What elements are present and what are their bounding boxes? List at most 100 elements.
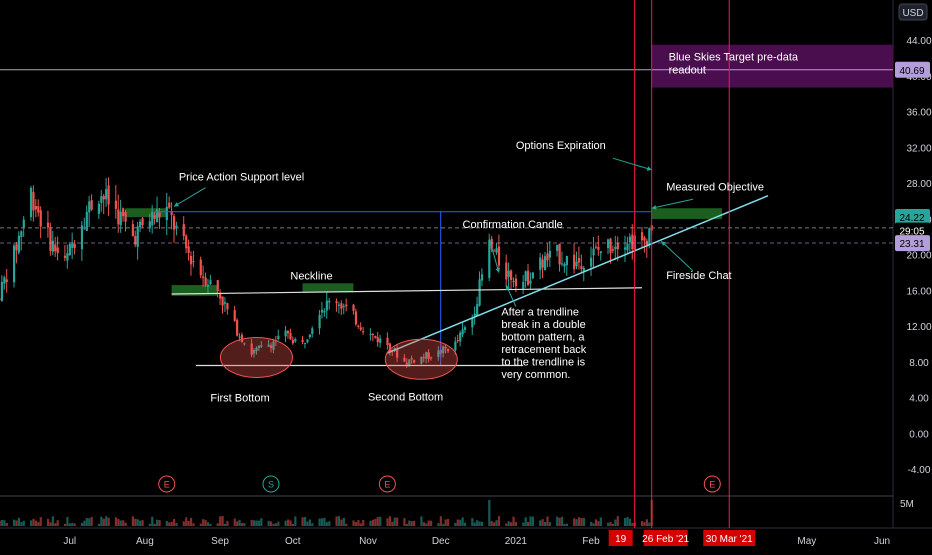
candle-body	[599, 251, 602, 254]
volume-bar	[63, 523, 67, 526]
split-marker-icon[interactable]	[262, 475, 280, 493]
candle-body	[623, 247, 627, 250]
candle-body	[524, 271, 527, 281]
candle-body	[345, 304, 348, 307]
candle-body	[543, 256, 547, 271]
candle-body	[590, 257, 593, 267]
volume-bar	[34, 520, 37, 526]
volume-bar	[56, 520, 59, 526]
volume-bar	[422, 522, 425, 526]
volume-bar	[575, 519, 578, 526]
price-tick-label: 16.00	[906, 286, 931, 297]
volume-bar	[260, 518, 263, 526]
candle-body	[122, 208, 125, 217]
candle-body	[471, 318, 474, 328]
options-expiration-label: Options Expiration	[516, 140, 606, 152]
volume-bar	[97, 523, 101, 526]
earnings-marker-icon[interactable]	[703, 475, 721, 493]
volume-bar	[323, 517, 326, 526]
price-tick-label: 12.00	[906, 322, 931, 333]
neckline-zone-left	[171, 285, 218, 296]
volume-bar	[303, 517, 307, 526]
price-tick-label: -4.00	[908, 465, 931, 476]
price-tick-label: 28.00	[906, 179, 931, 190]
volume-bar	[335, 516, 338, 526]
earnings-marker-icon[interactable]	[158, 475, 176, 493]
volume-bar	[238, 519, 241, 526]
volume-bar	[546, 516, 549, 526]
measured-objective-label: Measured Objective	[666, 181, 764, 193]
volume-bar	[124, 522, 127, 526]
volume-bar	[286, 519, 290, 526]
candle-body	[507, 270, 510, 277]
price-badge-label: 24.22	[899, 213, 924, 224]
volume-bar	[165, 520, 168, 526]
candle-body	[575, 261, 578, 267]
candle-body	[173, 216, 176, 230]
candle-body	[444, 347, 447, 349]
event-marker-label: E	[709, 480, 715, 490]
volume-bar	[408, 520, 411, 526]
volume-bar	[240, 522, 244, 526]
candle-body	[250, 343, 253, 355]
volume-bar	[114, 517, 118, 526]
candle-body	[85, 211, 88, 231]
volume-bar	[527, 521, 530, 526]
volume-bar	[0, 520, 1, 526]
price-badge	[895, 222, 930, 239]
candle-body	[107, 185, 110, 205]
candle-body	[328, 300, 331, 303]
volume-bar	[88, 518, 91, 526]
volume-bar	[430, 520, 433, 526]
candles	[0, 177, 653, 369]
trendline-note: After a trendline break in a double bottom…	[501, 306, 586, 381]
highlight-date-label: 30 Mar '21	[706, 534, 753, 545]
volume-bar	[311, 523, 314, 526]
volume-bar	[522, 522, 525, 526]
volume-bar	[463, 522, 467, 526]
volume-bar	[425, 523, 428, 526]
candle-body	[495, 248, 498, 253]
volume-bar	[117, 518, 120, 526]
candle-body	[522, 281, 525, 289]
candle-body	[459, 332, 462, 342]
candle-body	[582, 268, 585, 272]
volume-bar	[510, 522, 513, 526]
candle-body	[286, 331, 290, 334]
candle-body	[37, 206, 40, 213]
price-action-arrow-head	[174, 202, 179, 207]
time-tick-label: Feb	[582, 536, 600, 547]
volume-bar	[119, 520, 122, 526]
price-badge	[895, 61, 930, 78]
volume-bar	[490, 521, 493, 526]
volume-bar	[539, 520, 542, 526]
candle-body	[0, 298, 1, 300]
volume-bar	[308, 519, 311, 526]
candle-body	[325, 300, 328, 311]
earnings-marker-icon[interactable]	[378, 475, 396, 493]
volume-bar	[337, 516, 341, 526]
currency-box[interactable]	[898, 3, 928, 21]
volume-bar	[39, 517, 42, 526]
volume-bar	[3, 520, 6, 526]
volume-bar	[497, 516, 501, 526]
volume-bar	[182, 521, 185, 526]
volume-bar	[592, 523, 595, 526]
candle-body	[233, 310, 236, 321]
candle-body	[308, 334, 311, 338]
candle-body	[645, 240, 649, 247]
candle-body	[238, 336, 241, 338]
neckline-label: Neckline	[290, 271, 332, 283]
candle-body	[611, 249, 615, 251]
volume-bar	[51, 516, 54, 526]
price-badge-label: 29:05	[899, 227, 924, 238]
candle-body	[454, 341, 457, 351]
volume-bar	[403, 518, 406, 526]
candle-body	[49, 226, 52, 251]
candle-body	[340, 303, 343, 309]
candle-body	[510, 270, 513, 281]
currency-label[interactable]: USD	[902, 8, 923, 19]
